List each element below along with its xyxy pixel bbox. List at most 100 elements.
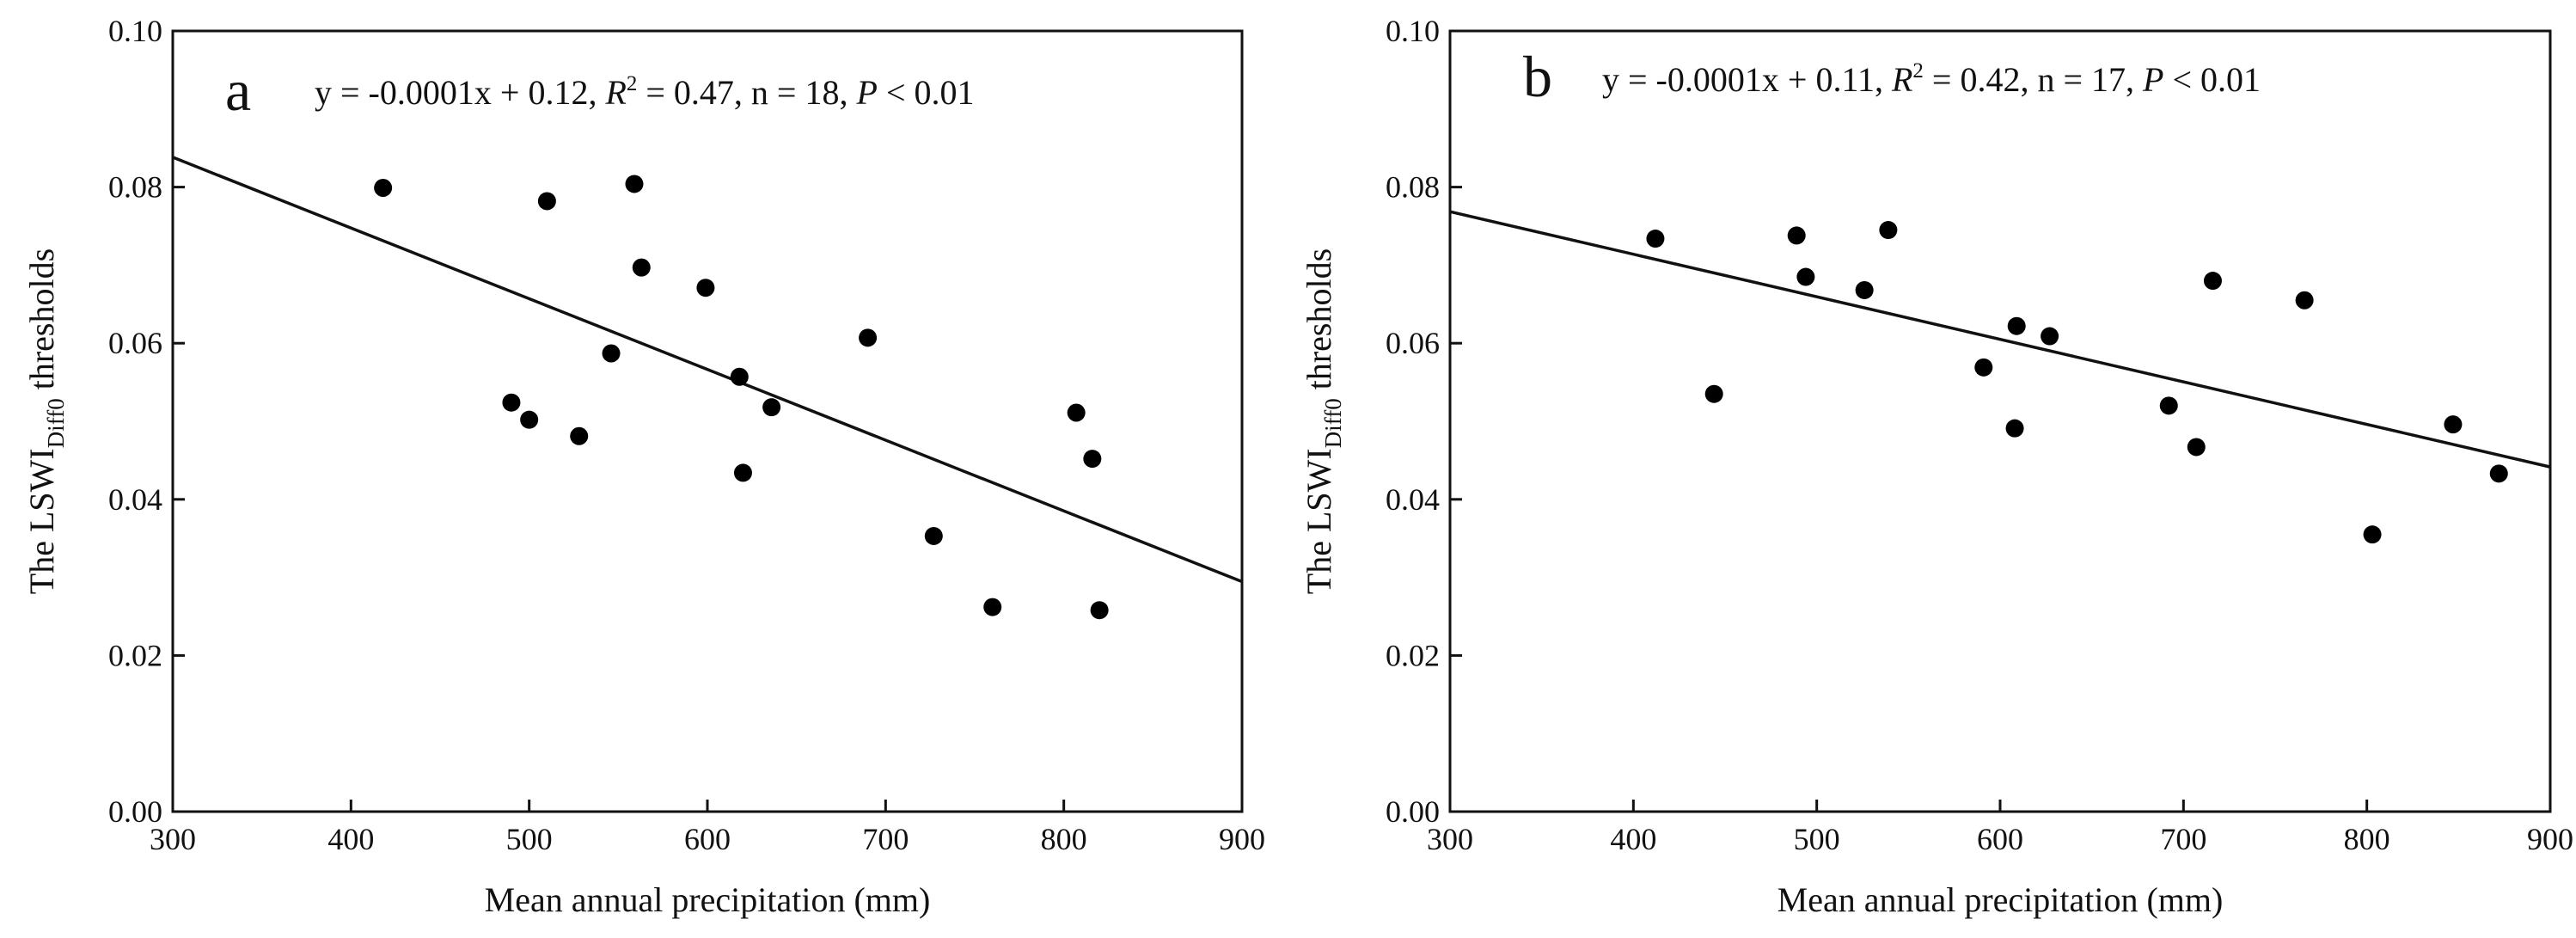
panel-b-y-tick-label: 0.10 xyxy=(1386,14,1440,48)
panel-a-data-point xyxy=(502,393,521,412)
panel-a-data-point xyxy=(520,410,539,429)
panel-b-data-point xyxy=(1704,384,1723,403)
panel-b-eq-p-value: < 0.01 xyxy=(2163,60,2261,99)
panel-b-eq-r-value: = 0.42, n = 17, xyxy=(1924,60,2143,99)
panel-b-x-tick-label: 300 xyxy=(1427,822,1473,856)
panel-b-data-point xyxy=(2159,396,2178,415)
panel-b-data-point xyxy=(2005,419,2024,438)
panel-a-eq-r-symbol: R xyxy=(604,73,626,112)
panel-b-x-tick-label: 900 xyxy=(2527,822,2573,856)
panel-a-x-tick-label: 800 xyxy=(1041,822,1087,856)
panel-a-data-point xyxy=(1083,450,1102,469)
panel-a-x-axis-title: Mean annual precipitation (mm) xyxy=(485,880,931,919)
panel-b-plot-frame xyxy=(1448,29,2552,813)
panel-b-x-axis-title: Mean annual precipitation (mm) xyxy=(1778,880,2224,919)
panel-b-data-point xyxy=(1646,230,1665,248)
panel-a-ylabel-subscript: Diff0 xyxy=(43,398,69,448)
panel-b-eq-p-symbol: P xyxy=(2142,60,2163,99)
panel-a-data-point xyxy=(570,426,589,445)
panel-b-data-point xyxy=(2489,464,2508,483)
panel-b-data-point xyxy=(2444,415,2463,434)
panel-a-x-tick-label: 500 xyxy=(506,822,553,856)
panel-a-x-ticks: 300 400 500 600 700 800 900 xyxy=(150,800,1265,856)
panel-a-regression-line xyxy=(172,156,1243,584)
panel-b-y-tick-label: 0.00 xyxy=(1386,794,1440,829)
panel-a-ylabel-prefix: The LSWI xyxy=(22,448,61,594)
panel-b-y-axis-title: The LSWIDiff0 thresholds xyxy=(1300,248,1346,594)
panel-b-regression-line xyxy=(1449,210,2551,469)
panel-b-label: b xyxy=(1523,44,1552,109)
panel-b-y-tick-label: 0.06 xyxy=(1386,326,1440,360)
panel-b-x-tick-label: 500 xyxy=(1794,822,1840,856)
panel-a-eq-formula: y = -0.0001x + 0.12, xyxy=(315,73,605,112)
panel-a-label: a xyxy=(225,58,251,123)
panel-b-y-tick-label: 0.04 xyxy=(1386,482,1440,517)
panel-b-data-point xyxy=(2203,272,2222,291)
panel-a-y-axis-title: The LSWIDiff0 thresholds xyxy=(22,248,69,594)
panel-a-data-point xyxy=(696,279,715,297)
panel-b-data-point xyxy=(1974,358,1993,377)
panel-b-data-point xyxy=(2295,291,2314,310)
panel-a-y-tick-label: 0.04 xyxy=(108,482,162,517)
panel-b-eq-r-exponent: 2 xyxy=(1912,59,1924,83)
panel-b-y-ticks: 0.00 0.02 0.04 0.06 0.08 0.10 xyxy=(1386,14,1462,829)
panel-a-y-tick-label: 0.10 xyxy=(108,14,162,48)
panel-a-data-point xyxy=(602,344,621,363)
panel-b-data-point xyxy=(2363,525,2382,544)
panel-b-eq-formula: y = -0.0001x + 0.11, xyxy=(1602,60,1892,99)
panel-a-data-point xyxy=(733,463,752,482)
panel-a-x-tick-label: 600 xyxy=(684,822,731,856)
panel-b-ylabel-prefix: The LSWI xyxy=(1300,448,1338,594)
panel-b-data-point xyxy=(2187,438,2206,457)
panel-a-data-point xyxy=(632,258,651,277)
panel-a-data-point xyxy=(859,328,878,347)
panel-b-data-point xyxy=(2041,327,2059,346)
panel-b-marks xyxy=(1449,210,2551,544)
panel-b-y-tick-label: 0.02 xyxy=(1386,638,1440,672)
panel-a-data-point xyxy=(1067,403,1086,422)
panel-a-plot-frame xyxy=(171,29,1244,813)
panel-a-marks xyxy=(172,156,1243,620)
panel-b-x-ticks: 300 400 500 600 700 800 900 xyxy=(1427,800,2573,856)
panel-a-y-tick-label: 0.00 xyxy=(108,794,162,829)
panel-b-ylabel-subscript: Diff0 xyxy=(1320,398,1346,448)
panel-a-x-tick-label: 900 xyxy=(1219,822,1265,856)
panel-b-equation: y = -0.0001x + 0.11, R2 = 0.42, n = 17, … xyxy=(1602,59,2261,99)
panel-b-x-tick-label: 700 xyxy=(2160,822,2206,856)
panel-b-data-point xyxy=(1879,221,1898,240)
panel-a-data-point xyxy=(730,367,749,386)
panel-b-data-point xyxy=(1796,267,1815,286)
panel-a-x-tick-label: 300 xyxy=(150,822,196,856)
panel-a-data-point xyxy=(924,526,943,545)
panel-a-ylabel-suffix: thresholds xyxy=(22,248,61,398)
panel-a-eq-p-value: < 0.01 xyxy=(878,73,975,112)
panel-a-eq-r-value: = 0.47, n = 18, xyxy=(637,73,856,112)
panel-a-data-point xyxy=(374,179,393,198)
panel-a-x-tick-label: 400 xyxy=(327,822,374,856)
panel-a: 0.00 0.02 0.04 0.06 0.08 0.10 300 400 500 600 700… xyxy=(22,14,1265,919)
panel-a-eq-p-symbol: P xyxy=(856,73,878,112)
panel-b: 0.00 0.02 0.04 0.06 0.08 0.10 300 400 500 600 700… xyxy=(1300,14,2573,919)
panel-b-x-tick-label: 800 xyxy=(2344,822,2390,856)
panel-a-data-point xyxy=(762,398,781,417)
panel-a-y-tick-label: 0.02 xyxy=(108,638,162,672)
panel-a-data-point xyxy=(537,192,556,211)
panel-b-y-tick-label: 0.08 xyxy=(1386,170,1440,205)
panel-b-eq-r-symbol: R xyxy=(1891,60,1912,99)
panel-a-y-tick-label: 0.06 xyxy=(108,326,162,360)
panel-b-data-point xyxy=(1855,280,1874,299)
panel-a-eq-r-exponent: 2 xyxy=(627,72,638,95)
panel-b-ylabel-suffix: thresholds xyxy=(1300,248,1338,398)
panel-a-data-point xyxy=(1090,601,1109,620)
panel-a-equation: y = -0.0001x + 0.12, R2 = 0.47, n = 18, … xyxy=(315,72,975,112)
panel-b-x-tick-label: 600 xyxy=(1977,822,2023,856)
panel-b-x-tick-label: 400 xyxy=(1610,822,1656,856)
panel-b-data-point xyxy=(1787,226,1806,245)
panel-b-data-point xyxy=(2007,316,2026,335)
panel-a-x-tick-label: 700 xyxy=(862,822,909,856)
panel-a-y-ticks: 0.00 0.02 0.04 0.06 0.08 0.10 xyxy=(108,14,185,829)
panel-a-y-tick-label: 0.08 xyxy=(108,170,162,205)
panel-a-data-point xyxy=(983,598,1002,616)
panel-a-data-point xyxy=(625,175,644,193)
